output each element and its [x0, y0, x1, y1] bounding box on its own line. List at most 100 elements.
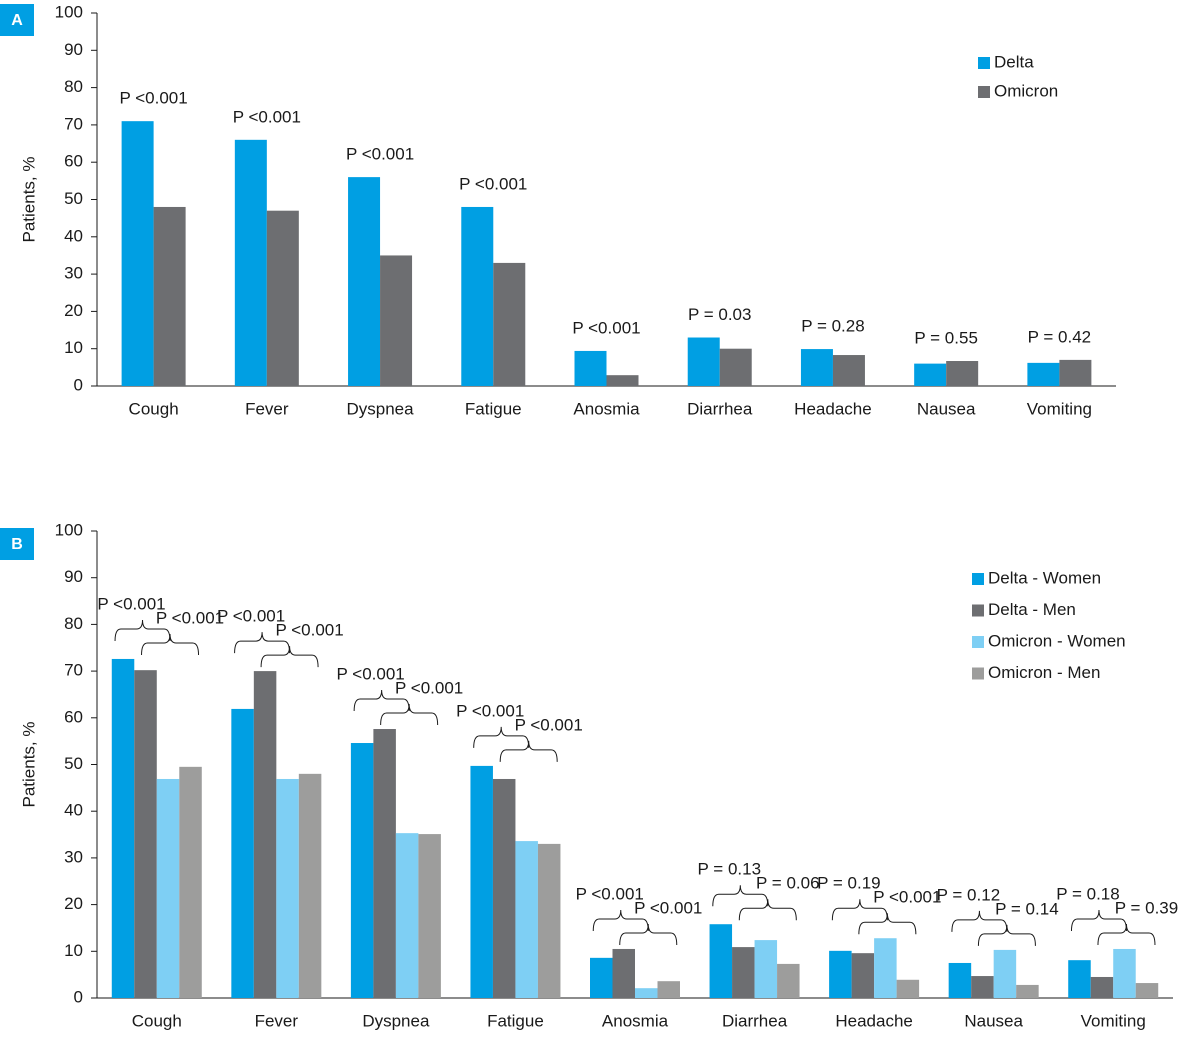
- x-tick-label: Fatigue: [487, 1011, 544, 1030]
- x-tick-label: Nausea: [917, 399, 976, 418]
- bar: [373, 729, 396, 998]
- bar: [948, 962, 972, 998]
- y-tick-label: 100: [55, 520, 83, 539]
- p-value: P = 0.19: [817, 874, 881, 893]
- p-value: P = 0.18: [1056, 884, 1120, 903]
- bar: [234, 139, 267, 386]
- legend-swatch: [972, 667, 984, 680]
- x-tick-label: Diarrhea: [722, 1011, 788, 1030]
- p-value: P <0.001: [515, 715, 583, 734]
- x-tick-label: Fatigue: [465, 399, 522, 418]
- comparison-brace: [738, 899, 797, 921]
- comparison-brace: [353, 690, 410, 712]
- bar: [350, 743, 374, 998]
- bar: [156, 778, 180, 998]
- p-value: P <0.001: [119, 89, 187, 108]
- bar: [153, 206, 186, 386]
- p-value: P = 0.12: [937, 885, 1001, 904]
- legend-label: Delta - Men: [988, 600, 1076, 619]
- comparison-brace: [141, 633, 200, 655]
- bar: [121, 121, 154, 387]
- panel-label-box: [0, 528, 34, 560]
- bar: [914, 363, 947, 386]
- bar: [493, 262, 526, 386]
- bar: [515, 841, 538, 998]
- bar: [993, 949, 1017, 998]
- bar: [635, 988, 658, 998]
- p-value: P <0.001: [346, 145, 414, 164]
- comparison-brace: [234, 632, 291, 654]
- y-tick-label: 20: [64, 301, 83, 320]
- panel-label: A: [11, 12, 23, 29]
- bar: [461, 206, 494, 386]
- x-tick-label: Dyspnea: [362, 1011, 430, 1030]
- x-tick-label: Diarrhea: [687, 399, 753, 418]
- bar: [777, 963, 800, 998]
- bar: [380, 255, 413, 386]
- p-value: P <0.001: [456, 701, 524, 720]
- comparison-brace: [977, 924, 1036, 946]
- y-tick-label: 90: [64, 40, 83, 59]
- bar: [946, 361, 979, 386]
- y-tick-label: 10: [64, 941, 83, 960]
- bar: [732, 947, 755, 998]
- bar: [606, 375, 639, 386]
- y-tick-label: 50: [64, 189, 83, 208]
- bar: [276, 778, 299, 998]
- bar: [1090, 976, 1114, 998]
- panel-label-box: [0, 4, 34, 36]
- bar: [754, 940, 778, 998]
- y-tick-label: 40: [64, 226, 83, 245]
- p-value: P = 0.13: [698, 860, 762, 879]
- x-tick-label: Anosmia: [602, 1011, 669, 1030]
- y-tick-label: 20: [64, 894, 83, 913]
- p-value: P <0.001: [233, 107, 301, 126]
- bar: [134, 670, 157, 998]
- bar: [1059, 359, 1092, 386]
- p-value: P <0.001: [275, 621, 343, 640]
- y-tick-label: 70: [64, 661, 83, 680]
- p-value: P <0.001: [97, 594, 165, 613]
- comparison-brace: [712, 885, 769, 907]
- comparison-brace: [1097, 923, 1156, 945]
- p-value: P <0.001: [634, 898, 702, 917]
- bar: [1027, 362, 1060, 386]
- p-value: P <0.001: [873, 888, 941, 907]
- panel-label: B: [11, 536, 23, 553]
- legend-label: Omicron - Men: [988, 663, 1100, 682]
- y-axis-title: Patients, %: [19, 722, 38, 808]
- x-tick-label: Vomiting: [1081, 1011, 1146, 1030]
- p-value: P <0.001: [576, 884, 644, 903]
- x-tick-label: Cough: [129, 399, 179, 418]
- p-value: P <0.001: [572, 318, 640, 337]
- comparison-brace: [499, 740, 558, 762]
- y-tick-label: 10: [64, 338, 83, 357]
- legend-swatch: [978, 57, 990, 69]
- bar: [896, 979, 920, 998]
- legend-label: Delta: [994, 52, 1034, 71]
- bar: [719, 348, 752, 386]
- x-tick-label: Headache: [835, 1011, 913, 1030]
- comparison-brace: [1070, 909, 1127, 931]
- legend-label: Omicron: [994, 81, 1058, 100]
- y-tick-label: 90: [64, 567, 83, 586]
- y-tick-label: 30: [64, 847, 83, 866]
- comparison-brace: [473, 726, 530, 748]
- bar: [537, 843, 561, 998]
- y-tick-label: 50: [64, 754, 83, 773]
- bar: [1016, 984, 1039, 998]
- p-value: P = 0.39: [1115, 898, 1179, 917]
- bar: [1113, 948, 1136, 998]
- x-tick-label: Dyspnea: [347, 399, 415, 418]
- bar: [612, 948, 635, 998]
- bar: [492, 778, 516, 998]
- x-tick-label: Anosmia: [573, 399, 640, 418]
- comparison-brace: [260, 646, 319, 668]
- y-tick-label: 70: [64, 114, 83, 133]
- comparison-brace: [592, 909, 649, 931]
- bar: [829, 950, 852, 998]
- y-tick-label: 60: [64, 707, 83, 726]
- p-value: P = 0.28: [801, 317, 865, 336]
- p-value: P = 0.06: [756, 874, 820, 893]
- comparison-brace: [951, 910, 1008, 932]
